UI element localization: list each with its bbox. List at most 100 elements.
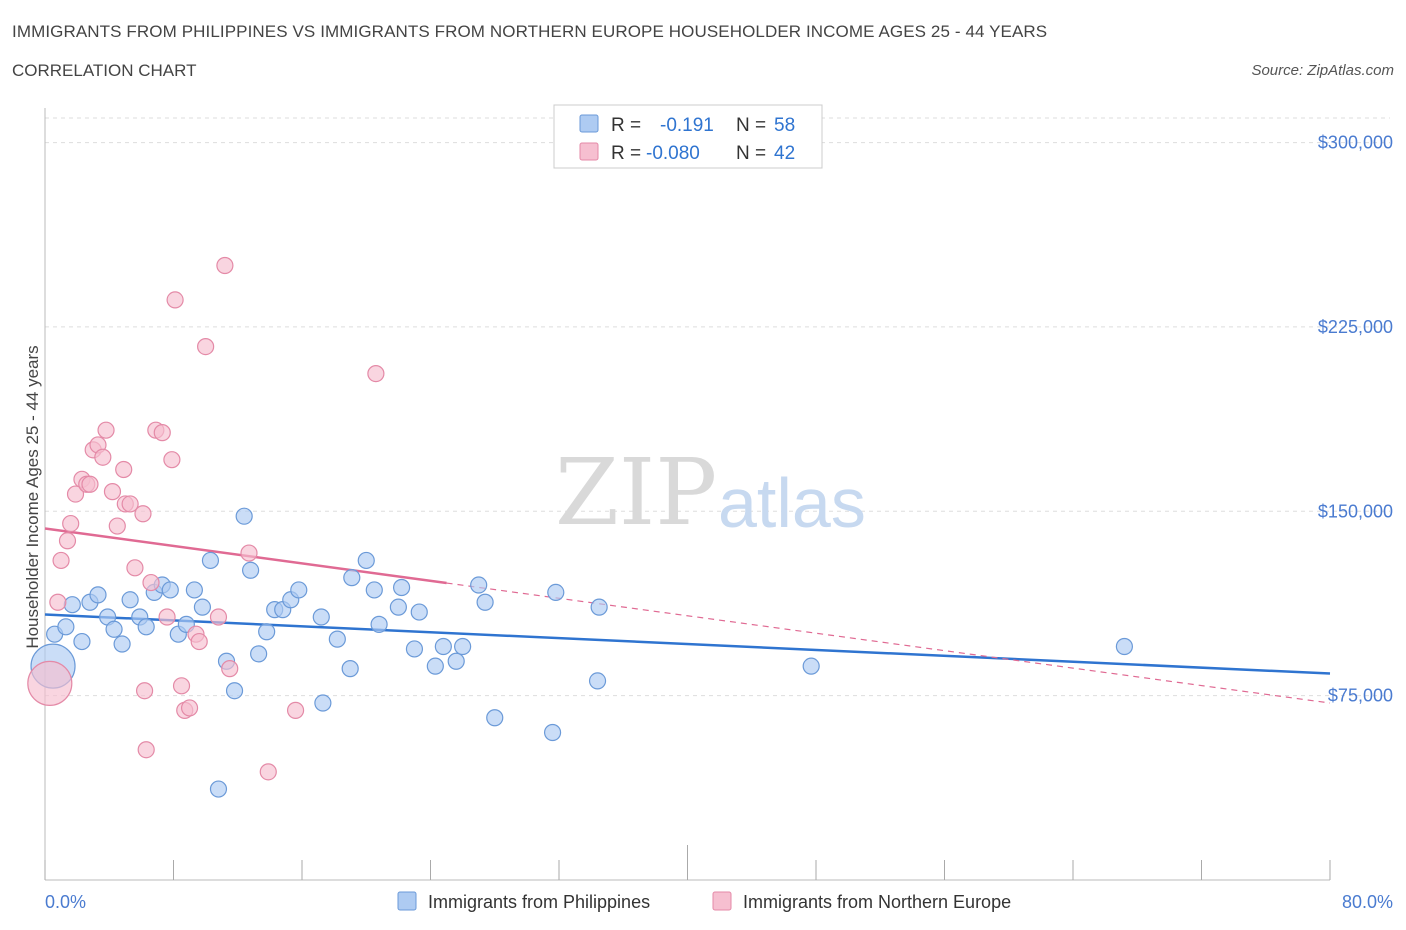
point-northern-europe-22 <box>142 573 160 592</box>
point-philippines-21 <box>209 780 228 798</box>
point-northern-europe-26 <box>163 451 181 469</box>
grid-lines <box>45 117 1390 697</box>
point-philippines-48 <box>470 576 488 594</box>
point-northern-europe-11 <box>94 448 112 466</box>
trend-line-philippines <box>44 613 1331 675</box>
point-northern-europe-25 <box>158 608 176 626</box>
legend-r-label-northern-europe: R = <box>611 143 641 164</box>
point-philippines-49 <box>476 593 494 611</box>
point-philippines-8 <box>105 620 123 638</box>
point-philippines-9 <box>113 635 131 653</box>
point-northern-europe-36 <box>221 660 239 678</box>
bottom-legend-swatch-northern-europe <box>712 891 732 911</box>
point-northern-europe-35 <box>216 256 234 275</box>
point-philippines-52 <box>547 583 565 602</box>
bottom-legend-label-northern-europe: Immigrants from Northern Europe <box>743 892 1011 912</box>
legend-swatch-philippines <box>579 114 599 133</box>
x-tick-label-min: 0.0% <box>45 892 86 912</box>
point-philippines-51 <box>543 723 562 742</box>
bottom-legend-swatch-philippines <box>397 891 417 911</box>
watermark-atlas: atlas <box>718 464 866 542</box>
point-philippines-40 <box>389 598 407 616</box>
legend-n-label-philippines: N = <box>736 115 766 136</box>
point-philippines-33 <box>312 608 330 626</box>
watermark-zip: ZIP <box>555 439 717 546</box>
point-philippines-42 <box>405 640 424 658</box>
point-northern-europe-30 <box>180 699 199 717</box>
point-philippines-27 <box>258 623 276 641</box>
point-philippines-10 <box>121 591 139 609</box>
point-philippines-2 <box>57 618 75 636</box>
point-northern-europe-40 <box>367 365 385 383</box>
point-philippines-23 <box>225 682 244 700</box>
point-philippines-38 <box>365 581 383 599</box>
point-philippines-41 <box>392 578 411 597</box>
point-northern-europe-33 <box>197 338 215 356</box>
point-philippines-50 <box>486 709 504 727</box>
legend-r-label-philippines: R = <box>611 115 641 136</box>
point-philippines-25 <box>242 561 260 579</box>
point-philippines-46 <box>447 652 465 670</box>
point-philippines-43 <box>410 603 428 621</box>
chart-title: IMMIGRANTS FROM PHILIPPINES VS IMMIGRANT… <box>12 22 1048 41</box>
point-philippines-34 <box>328 630 346 648</box>
point-philippines-45 <box>434 637 452 656</box>
point-philippines-55 <box>802 657 820 675</box>
point-northern-europe-39 <box>286 701 305 719</box>
point-northern-europe-28 <box>172 677 191 695</box>
point-philippines-53 <box>588 672 607 690</box>
point-northern-europe-4 <box>62 514 80 533</box>
x-tick-label-max: 80.0% <box>1342 892 1393 912</box>
point-northern-europe-15 <box>115 460 133 479</box>
watermark: ZIP atlas <box>555 439 866 546</box>
point-philippines-47 <box>454 637 472 656</box>
source-label: Source: ZipAtlas.com <box>1251 62 1394 79</box>
point-philippines-19 <box>193 598 212 616</box>
point-northern-europe-37 <box>240 544 258 562</box>
point-northern-europe-8 <box>81 475 99 493</box>
point-philippines-3 <box>63 596 81 614</box>
series-legend: Immigrants from Philippines Immigrants f… <box>397 891 1011 912</box>
point-northern-europe-38 <box>259 763 277 781</box>
point-philippines-15 <box>161 581 179 599</box>
point-philippines-44 <box>426 657 444 675</box>
point-northern-europe-19 <box>134 505 152 523</box>
chart-subtitle: CORRELATION CHART <box>12 61 197 80</box>
y-axis-label: Householder Income Ages 25 - 44 years <box>23 345 42 648</box>
point-northern-europe-18 <box>126 559 144 577</box>
legend-r-value-philippines: -0.191 <box>660 115 714 136</box>
point-philippines-54 <box>590 598 608 616</box>
point-northern-europe-32 <box>190 632 208 651</box>
point-philippines-24 <box>235 507 253 525</box>
point-northern-europe-13 <box>103 483 122 501</box>
point-northern-europe-21 <box>137 741 155 759</box>
y-tick-label-0: $75,000 <box>1328 686 1393 706</box>
point-northern-europe-12 <box>97 421 115 439</box>
legend-n-label-northern-europe: N = <box>736 143 766 164</box>
point-northern-europe-17 <box>121 495 139 513</box>
point-northern-europe-3 <box>58 532 77 550</box>
point-philippines-4 <box>73 632 91 651</box>
point-philippines-12 <box>137 618 155 636</box>
axes <box>44 108 1331 881</box>
point-philippines-36 <box>343 569 361 587</box>
y-tick-label-3: $300,000 <box>1318 133 1393 153</box>
point-northern-europe-2 <box>52 551 70 570</box>
point-northern-europe-14 <box>108 517 126 535</box>
point-philippines-56 <box>1115 637 1134 656</box>
point-northern-europe-24 <box>153 424 171 442</box>
point-northern-europe-27 <box>166 291 184 309</box>
point-northern-europe-1 <box>49 593 67 611</box>
stats-legend: R = -0.191 N = 58 R = -0.080 N = 42 <box>553 104 823 169</box>
trend-lines <box>44 527 1331 704</box>
point-philippines-37 <box>357 551 375 570</box>
y-tick-labels: $75,000 $150,000 $225,000 $300,000 <box>1318 133 1393 706</box>
legend-n-value-northern-europe: 42 <box>774 143 795 164</box>
point-philippines-6 <box>89 586 107 604</box>
point-philippines-32 <box>314 694 332 712</box>
bottom-legend-label-philippines: Immigrants from Philippines <box>428 892 650 912</box>
point-northern-europe-5 <box>66 485 85 503</box>
point-northern-europe-20 <box>135 682 154 700</box>
point-philippines-18 <box>185 581 203 599</box>
